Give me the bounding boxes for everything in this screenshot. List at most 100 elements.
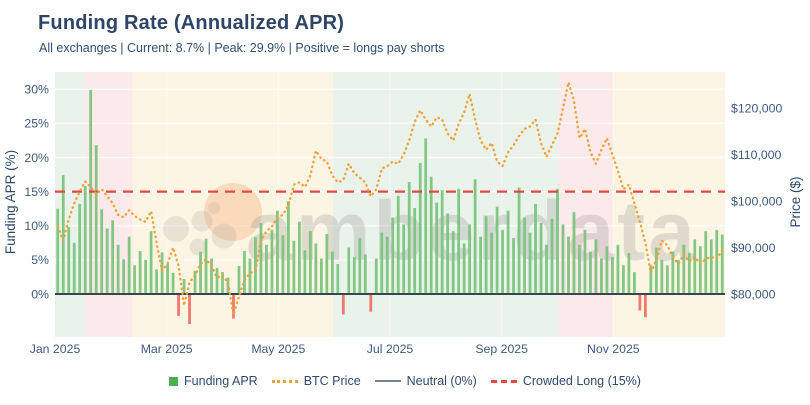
funding-bar <box>534 203 537 294</box>
x-axis-tick: Nov 2025 <box>587 342 640 356</box>
funding-bar <box>517 187 521 294</box>
funding-bar <box>451 231 455 294</box>
funding-bar <box>287 201 290 294</box>
funding-bar <box>221 272 224 294</box>
funding-bar <box>341 294 345 315</box>
right-axis-tick: $90,000 <box>731 241 776 255</box>
funding-bar <box>446 213 450 294</box>
funding-bar <box>682 244 686 294</box>
left-axis-tick: 5% <box>31 253 49 267</box>
funding-bar <box>407 182 411 294</box>
page-title: Funding Rate (Annualized APR) <box>38 12 345 34</box>
funding-bar <box>374 258 378 294</box>
funding-bar <box>204 238 208 294</box>
funding-bar <box>303 250 307 294</box>
legend-swatch <box>374 380 401 382</box>
funding-bar <box>243 250 246 294</box>
funding-bar <box>281 235 285 294</box>
watermark-logo-circle <box>189 238 207 256</box>
funding-bar <box>160 252 164 294</box>
chart-area: amberdata 0% 5% 10% 15% 20% 25% 30% $80,000 $90,0… <box>0 62 810 362</box>
right-axis-title: Price ($) <box>788 176 803 227</box>
funding-bar <box>358 238 362 294</box>
funding-bar <box>171 272 175 294</box>
funding-bar <box>72 242 76 294</box>
funding-bar <box>78 203 82 294</box>
regime-band <box>333 72 559 337</box>
legend-label: Neutral (0%) <box>406 374 477 388</box>
funding-bar <box>627 253 631 294</box>
left-axis-tick: 25% <box>24 117 49 131</box>
funding-bar <box>155 269 158 294</box>
funding-bar <box>396 195 400 294</box>
left-axis-tick: 15% <box>24 185 49 199</box>
regime-band <box>85 72 133 337</box>
funding-bar <box>385 236 389 294</box>
funding-bar <box>523 217 526 294</box>
funding-bar <box>138 250 142 294</box>
funding-bar <box>665 265 669 294</box>
funding-bar <box>199 251 202 294</box>
funding-bar <box>363 254 367 294</box>
funding-bar <box>83 186 87 294</box>
funding-bar <box>435 202 439 294</box>
funding-bar <box>330 251 334 294</box>
funding-bar <box>600 258 603 294</box>
funding-bar <box>402 224 406 294</box>
chart-legend: Funding APR BTC Price Neutral (0%) Crowded … <box>0 374 810 388</box>
funding-bar <box>638 294 642 311</box>
funding-bar <box>567 236 570 294</box>
legend-label: Crowded Long (15%) <box>522 374 641 388</box>
funding-bar <box>265 244 268 294</box>
funding-bar <box>166 263 169 294</box>
funding-bar <box>424 138 428 294</box>
funding-bar <box>248 258 252 294</box>
funding-chart-svg: amberdata0%5%10%15%20%25%30%$80,000$90,0… <box>3 72 803 356</box>
plot-layer: amberdata0%5%10%15%20%25%30%$80,000$90,0… <box>24 72 782 356</box>
funding-bar <box>122 259 126 294</box>
left-axis-tick: 10% <box>24 219 49 233</box>
x-axis-tick: Mar 2025 <box>141 342 193 356</box>
watermark-logo-circle <box>191 210 213 232</box>
funding-bar <box>193 270 197 294</box>
funding-bar <box>182 278 186 294</box>
funding-bar <box>709 239 713 294</box>
left-axis-tick: 30% <box>24 83 49 97</box>
funding-bar <box>545 244 548 294</box>
funding-bar <box>715 229 719 294</box>
funding-bar <box>314 243 318 294</box>
funding-bar <box>297 221 301 294</box>
funding-bar <box>556 188 559 294</box>
funding-bar <box>649 265 653 294</box>
funding-bar <box>720 234 724 294</box>
funding-bar <box>226 277 230 294</box>
funding-bar <box>100 209 104 294</box>
funding-bar <box>578 244 581 294</box>
funding-bar <box>495 206 499 294</box>
funding-bar <box>473 179 477 294</box>
legend-label: BTC Price <box>303 374 361 388</box>
funding-bar <box>512 238 515 294</box>
funding-bar <box>457 188 461 294</box>
funding-bar <box>369 294 373 312</box>
funding-bar <box>660 259 664 294</box>
legend-item-crowded-long-15: Crowded Long (15%) <box>490 374 641 388</box>
funding-bar <box>654 247 658 294</box>
left-axis-title: Funding APR (%) <box>3 150 18 254</box>
funding-bar <box>484 216 488 294</box>
funding-bar <box>643 294 647 318</box>
funding-bar <box>105 228 109 294</box>
legend-swatch <box>490 379 517 383</box>
funding-bar <box>698 246 702 294</box>
funding-bar <box>528 232 532 294</box>
funding-bar <box>232 294 235 319</box>
funding-bar <box>56 208 60 294</box>
funding-bar <box>479 236 483 294</box>
funding-bar <box>276 210 279 294</box>
funding-bar <box>391 217 395 294</box>
funding-bar <box>429 176 433 294</box>
funding-bar <box>111 220 115 294</box>
x-axis-tick: Jul 2025 <box>367 342 414 356</box>
x-axis-tick: Sep 2025 <box>475 342 528 356</box>
